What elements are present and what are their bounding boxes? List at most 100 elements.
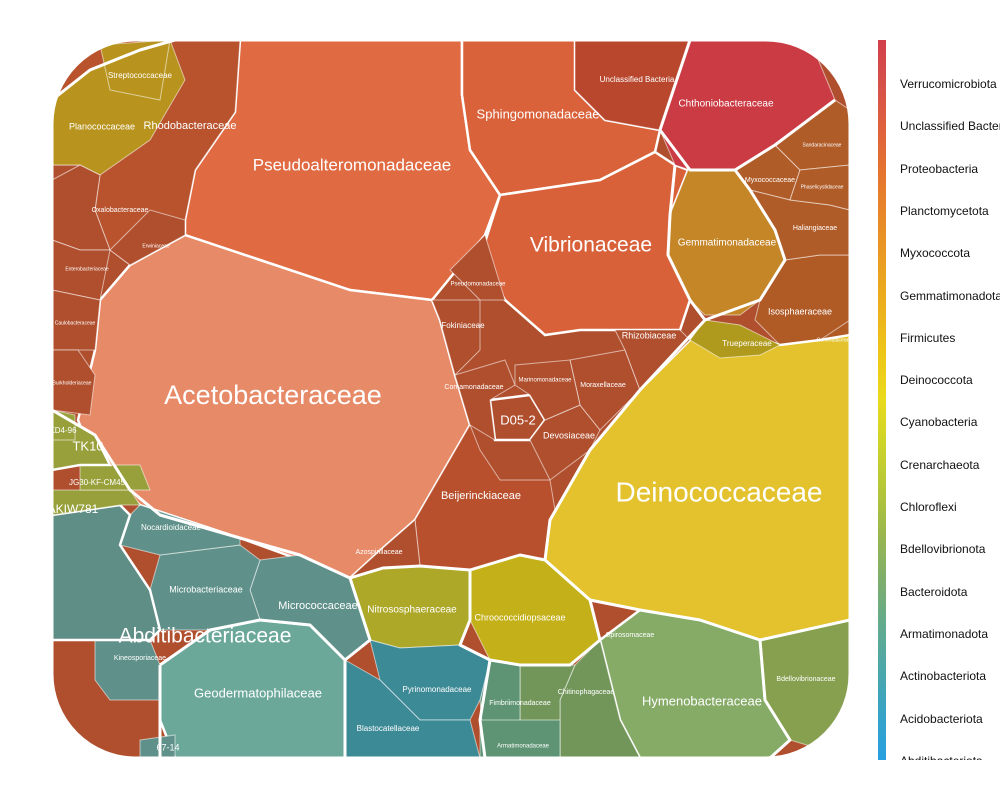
- cell-sphingomonadaceae: [462, 40, 660, 195]
- cell-label-kineosporiaceae: Kineosporiaceae: [114, 655, 166, 662]
- treemap-chart: Pseudoalteromonadaceae Acetobacteraceae Rh…: [48, 38, 852, 760]
- cell-blastocatellaceae: [345, 660, 480, 758]
- phylum-border: [344, 577, 372, 662]
- cell-gemmatimonadaceae: [668, 170, 785, 315]
- phylum-border: [159, 618, 347, 667]
- cell-border: [109, 209, 186, 266]
- cell-label-sandaracinaceae: Sandaracinaceae: [803, 142, 842, 148]
- cell-label-phaselicystidaceae: Phaselicystidaceae: [801, 184, 844, 190]
- cell-label-pseudoalteromonadaceae: Pseudoalteromonadaceae: [253, 155, 451, 174]
- cell-border: [431, 299, 481, 376]
- cell-bdellovibrionaceae: [760, 620, 850, 758]
- cell-caulobacteraceae: [52, 290, 100, 350]
- cell-label-pyrinomonadaceae: Pyrinomonadaceae: [403, 685, 472, 694]
- phylum-border: [489, 638, 601, 667]
- cell-spirosomaceae: [560, 640, 640, 758]
- cell-d05-2: [490, 395, 545, 440]
- cell-label-chthoniobacteraceae: Chthoniobacteraceae: [678, 99, 774, 110]
- cell-label-isosphaeraceae: Isosphaeraceae: [768, 306, 832, 316]
- cell-beijerinckiaceae: [415, 425, 555, 570]
- cell-nocardioidaceae: [120, 505, 240, 555]
- treemap-cells: Pseudoalteromonadaceae Acetobacteraceae Rh…: [48, 40, 850, 758]
- cell-border: [344, 659, 481, 758]
- cell-armatimonadaceae: [480, 720, 560, 758]
- cell-border: [789, 164, 850, 211]
- cell-border: [52, 239, 111, 301]
- cell-border: [52, 503, 162, 642]
- legend-item-proteobacteria: Proteobacteria: [900, 161, 979, 176]
- phylum-border: [758, 639, 792, 758]
- cell-label-spirosomaceae: Spirosomaceae: [606, 632, 655, 639]
- cell-label-devosiaceae: Devosiaceae: [543, 430, 595, 440]
- legend-item-deinococcota: Deinococcota: [900, 373, 973, 388]
- cell-kd4-96: [52, 410, 75, 440]
- cell-vibrionaceae: [480, 152, 690, 335]
- cell-label-burkholderiaceae: Burkholderiaceae: [53, 380, 92, 386]
- cell-label-bdellovibrionaceae: Bdellovibrionaceae: [776, 676, 835, 683]
- cell-label-marinomonadaceae: Marinomonadaceae: [518, 378, 572, 384]
- cell-azospirillaceae: [350, 520, 420, 578]
- cell-devosiaceae: [530, 405, 600, 480]
- treemap-frame: [50, 38, 852, 760]
- legend-item-verrucomicrobiota: Verrucomicrobiota: [900, 77, 997, 91]
- cell-geodermatophilaceae: [160, 620, 345, 758]
- cell-label-rhizobiaceae: Rhizobiaceae: [622, 330, 677, 340]
- cell-kineosporiaceae: [95, 640, 160, 700]
- cell-burkholderiaceae: [52, 350, 95, 415]
- cell-label-67-14: 67-14: [156, 742, 179, 752]
- cell-label-trueperaceae: Trueperaceae: [722, 339, 772, 348]
- cell-label-fokiniaceae: Fokiniaceae: [441, 321, 485, 330]
- cell-label-caulobacteraceae: Caulobacteraceae: [55, 320, 96, 326]
- cell-pseudoalteromonadaceae: [170, 40, 500, 300]
- cell-label-gemmataceae: Gemmataceae: [817, 337, 850, 343]
- cell-phaselicystidaceae: [790, 165, 850, 210]
- cell-enterobacteriaceae: [52, 240, 110, 300]
- cell-label-akiw781: AKIW781: [48, 502, 99, 516]
- cell-deinococcaceae: [545, 320, 850, 640]
- cell-abditibacteriaceae: [52, 505, 160, 640]
- cell-label-nocardioidaceae: Nocardioidaceae: [141, 523, 202, 532]
- cell-label-rhodobacteraceae: Rhodobacteraceae: [144, 120, 237, 132]
- cell-myxococcaceae: [735, 145, 800, 200]
- phylum-border: [666, 164, 707, 321]
- cell-label-acetobacteraceae: Acetobacteraceae: [164, 380, 382, 410]
- cell-label-chitinophagaceae: Chitinophagaceae: [558, 689, 615, 696]
- cell-label-hymenobacteraceae: Hymenobacteraceae: [642, 693, 762, 708]
- cell-label-nitrososphaeraceae: Nitrososphaeraceae: [367, 605, 457, 616]
- cell-border: [99, 40, 171, 101]
- cell-border: [479, 719, 561, 758]
- cell-label-streptococcaceae: Streptococcaceae: [108, 71, 173, 80]
- legend-color-bar: [878, 40, 886, 760]
- cell-akiw781: [52, 490, 140, 515]
- cell-microbacteriaceae: [150, 545, 260, 630]
- cell-label-azospirillaceae: Azospirillaceae: [355, 549, 402, 556]
- cell-border: [514, 359, 581, 421]
- cell-moraxellaceae: [570, 350, 640, 430]
- cell-unclassified-bacteria: [575, 40, 690, 130]
- cell-comamonadaceae: [455, 360, 515, 440]
- cell-label-myxococcaceae: Myxococcaceae: [745, 177, 795, 184]
- cell-label-beijerinckiaceae: Beijerinckiaceae: [441, 490, 521, 502]
- cell-label-gemmatimonadaceae: Gemmatimonadaceae: [678, 238, 777, 249]
- cell-oxalobacteraceae: [52, 165, 110, 250]
- phylum-border: [458, 570, 492, 758]
- cell-label-unclassified-bacteria: Unclassified Bacteria: [600, 75, 675, 84]
- cell-isosphaeraceae: [755, 255, 850, 345]
- cell-hymenobacteraceae: [600, 610, 790, 758]
- cell-label-deinococcaceae: Deinococcaceae: [615, 476, 822, 507]
- legend-item-bacteroidota: Bacteroidota: [900, 584, 968, 599]
- phylum-border: [588, 599, 602, 641]
- phylum-border: [658, 129, 735, 172]
- legend-item-gemmatimonadota: Gemmatimonadota: [900, 288, 1000, 303]
- legend-item-crenarchaeota: Crenarchaeota: [900, 457, 980, 472]
- cell-streptococcaceae: [100, 40, 170, 100]
- cell-label-micrococcaceae: Micrococcaceae: [278, 600, 357, 612]
- legend-item-chloroflexi: Chloroflexi: [900, 500, 957, 514]
- cell-label-sphingomonadaceae: Sphingomonadaceae: [477, 106, 600, 121]
- legend: Verrucomicrobiota Unclassified Bacteria Pr…: [878, 40, 1000, 760]
- cell-border: [139, 734, 176, 758]
- cell-label-planococcaceae: Planococcaceae: [69, 121, 135, 131]
- legend-item-abditibacteriota: Abditibacteriota: [900, 754, 983, 760]
- cell-fokiniaceae: [432, 300, 480, 375]
- cell-border: [52, 289, 101, 351]
